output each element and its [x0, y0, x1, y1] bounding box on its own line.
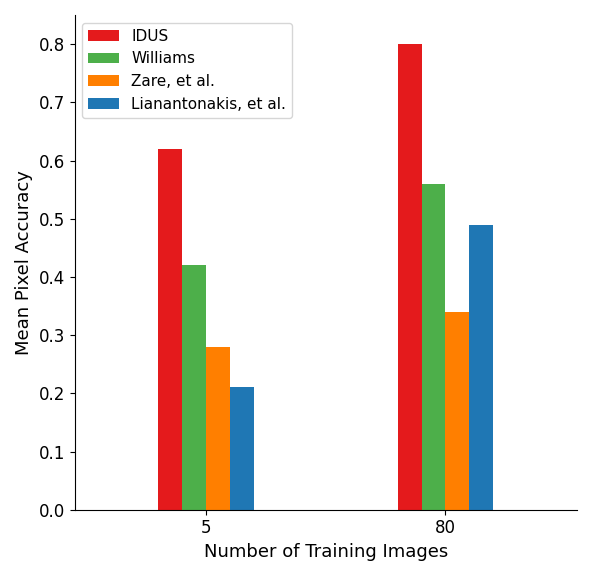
Legend: IDUS, Williams, Zare, et al., Lianantonakis, et al.: IDUS, Williams, Zare, et al., Lianantona… — [82, 22, 292, 118]
Bar — [469, 225, 493, 510]
Bar — [182, 266, 206, 510]
X-axis label: Number of Training Images: Number of Training Images — [204, 543, 448, 561]
Bar — [398, 44, 422, 510]
Bar — [422, 184, 445, 510]
Bar — [230, 388, 254, 510]
Y-axis label: Mean Pixel Accuracy: Mean Pixel Accuracy — [15, 170, 33, 355]
Bar — [159, 149, 182, 510]
Bar — [206, 347, 230, 510]
Bar — [445, 312, 469, 510]
